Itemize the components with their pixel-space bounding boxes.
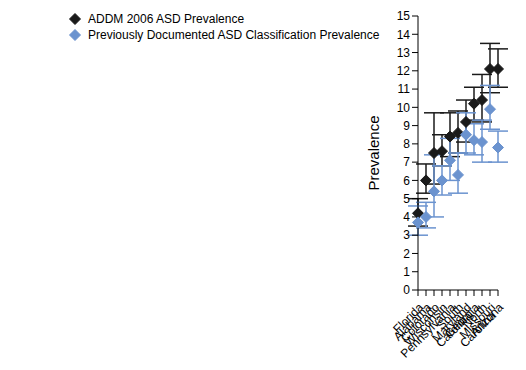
- svg-text:8: 8: [403, 137, 410, 151]
- svg-text:1: 1: [403, 265, 410, 279]
- svg-text:15: 15: [397, 9, 411, 23]
- svg-text:11: 11: [398, 82, 411, 96]
- svg-text:9: 9: [403, 119, 410, 133]
- svg-text:3: 3: [403, 228, 410, 242]
- svg-text:4: 4: [403, 210, 410, 224]
- svg-text:0: 0: [403, 283, 410, 297]
- svg-text:Prevalence: Prevalence: [365, 115, 382, 190]
- svg-text:6: 6: [403, 174, 410, 188]
- svg-text:14: 14: [397, 28, 411, 42]
- svg-text:13: 13: [397, 46, 411, 60]
- svg-text:7: 7: [403, 155, 410, 169]
- svg-text:5: 5: [403, 192, 410, 206]
- svg-text:2: 2: [403, 247, 410, 261]
- svg-text:12: 12: [397, 64, 411, 78]
- svg-text:10: 10: [397, 101, 411, 115]
- svg-text:Arizona: Arizona: [467, 300, 506, 339]
